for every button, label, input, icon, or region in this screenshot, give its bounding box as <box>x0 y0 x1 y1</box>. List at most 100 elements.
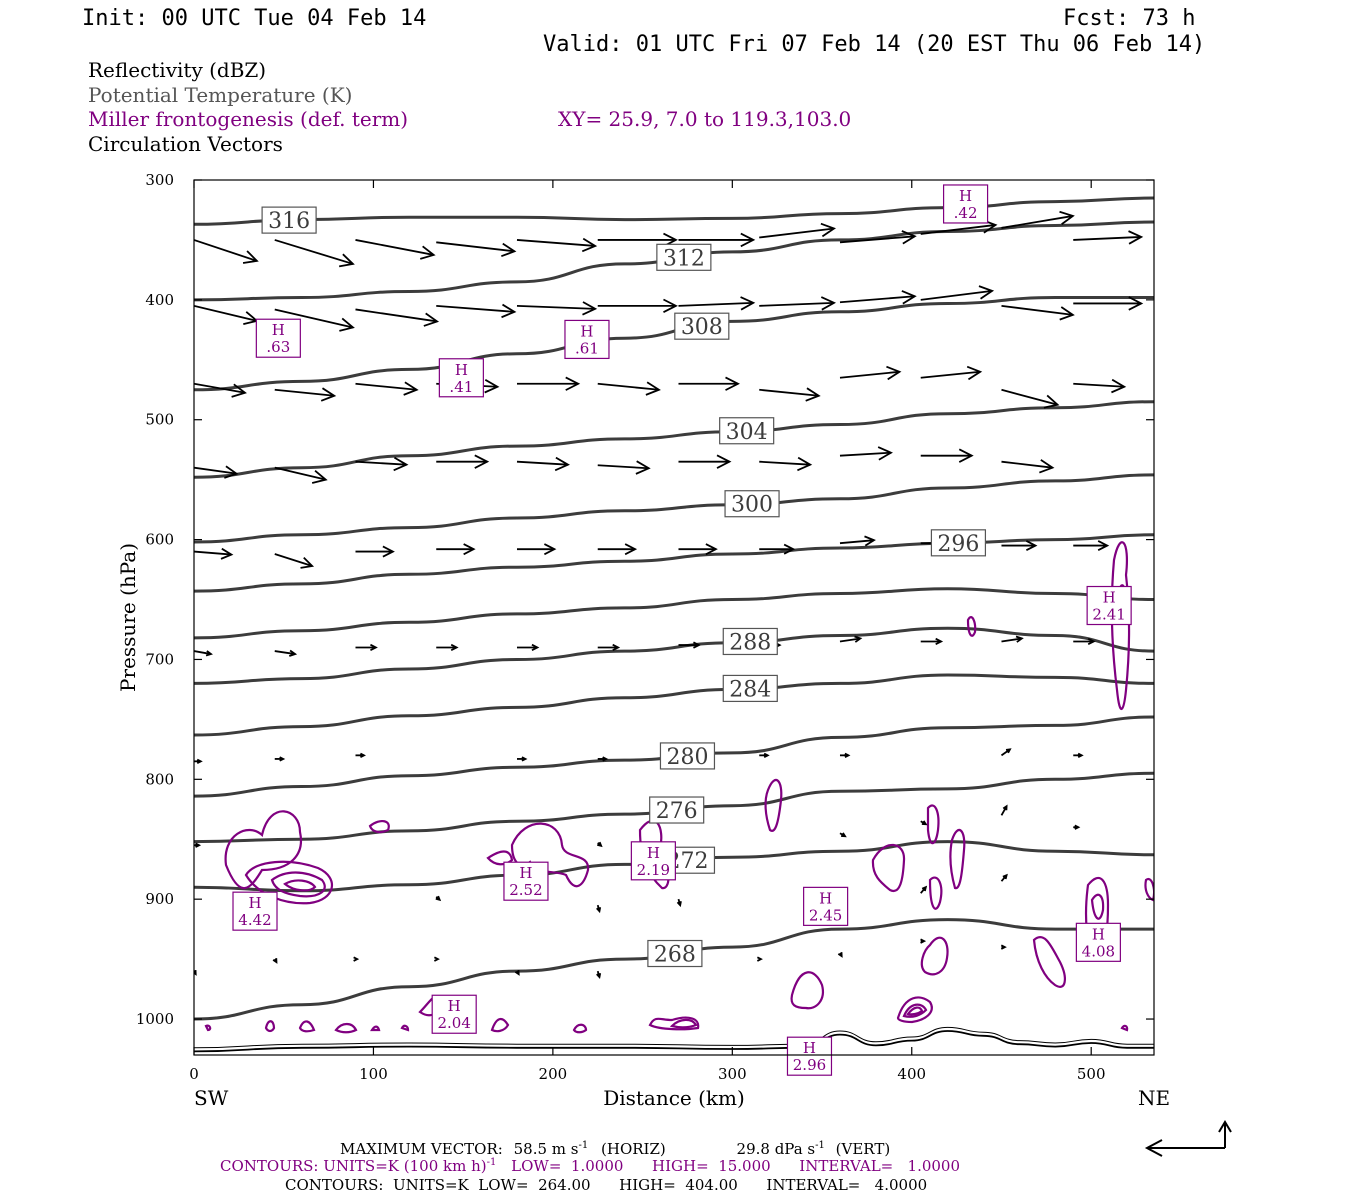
theta-contour-label-text: 304 <box>726 420 768 445</box>
max-vector-vert: 29.8 dPa s <box>736 1140 816 1158</box>
frontogenesis-max-label: H.61 <box>564 319 610 360</box>
y-tick-label: 500 <box>145 411 174 429</box>
frontogenesis-max-value: 2.96 <box>793 1056 826 1074</box>
frontogenesis-max-letter: H <box>272 321 285 339</box>
circulation-vector <box>274 308 355 332</box>
x-axis-label: Distance (km) <box>603 1086 745 1110</box>
endpoint-right-label: NE <box>1138 1086 1170 1110</box>
theta-contour-label-text: 308 <box>681 315 723 340</box>
circulation-vector <box>597 643 621 652</box>
max-vector-vert-exp: -1 <box>815 1140 825 1151</box>
y-tick-label: 300 <box>145 171 174 189</box>
theta-contour-line <box>194 295 1154 392</box>
circulation-vector <box>433 956 440 962</box>
theta-contour-label: 268 <box>647 939 703 968</box>
circulation-vector <box>355 381 419 396</box>
circulation-vector <box>920 885 928 894</box>
max-vector-horiz-exp: -1 <box>578 1140 589 1151</box>
frontogenesis-max-label: H2.45 <box>803 886 849 926</box>
circulation-vector <box>596 970 602 980</box>
circulation-vector <box>839 752 851 758</box>
legend-reflectivity: Reflectivity (dBZ) <box>88 58 267 82</box>
circulation-vector <box>516 756 528 762</box>
theta-contour-line <box>194 196 1154 226</box>
frontogenesis-max-label: H2.41 <box>1086 585 1132 626</box>
circulation-vector <box>1001 304 1075 321</box>
x-tick-label: 500 <box>1077 1065 1106 1083</box>
circulation-vector <box>194 547 234 560</box>
circulation-vector <box>1073 752 1084 758</box>
circulation-vector <box>597 543 638 556</box>
circulation-vector <box>759 387 821 402</box>
frontogenesis-max-label: H4.42 <box>232 891 278 931</box>
circulation-vector <box>1073 296 1144 311</box>
circulation-vector <box>920 448 974 463</box>
frontogenesis-max-label: H.41 <box>438 358 484 398</box>
forecast-hour: Fcst: 73 h <box>1063 6 1196 31</box>
circulation-vector <box>839 230 917 245</box>
axes: 300 400 500 600 700 800 900 1000 0 100 200 300 400 50… <box>116 171 1170 1110</box>
frontogenesis-max-label: H2.96 <box>786 1036 833 1076</box>
terrain-line-path <box>194 1026 1154 1049</box>
init-time: Init: 00 UTC Tue 04 Feb 14 <box>82 6 427 31</box>
frontogenesis-max-value: 4.42 <box>238 911 271 929</box>
circulation-vector <box>759 752 770 758</box>
circulation-vector <box>597 381 661 396</box>
circulation-vector <box>678 543 718 556</box>
circulation-vector <box>759 296 837 311</box>
theta-contour-label-text: 300 <box>731 493 773 518</box>
circulation-vector <box>516 543 557 556</box>
circulation-vector <box>1000 804 1008 816</box>
circulation-vector <box>1001 635 1024 643</box>
fronto-contour-units-exp: -1 <box>486 1157 497 1168</box>
circulation-vector <box>194 304 259 326</box>
frontogenesis-max-value: 2.19 <box>637 861 670 879</box>
circulation-vector <box>1073 230 1144 245</box>
circulation-vector <box>1073 637 1096 646</box>
circulation-vector <box>355 643 378 652</box>
frontogenesis-max-label: H2.04 <box>431 994 477 1034</box>
circulation-vector <box>756 956 763 962</box>
theta-contour-label: 288 <box>722 627 778 655</box>
frontogenesis-max-letter: H <box>959 187 972 205</box>
circulation-vector <box>839 832 847 838</box>
fronto-contour-info: CONTOURS: UNITS=K (100 km h)-1 LOW= 1.00… <box>220 1157 960 1175</box>
plot-frame <box>193 179 1155 1056</box>
circulation-vector <box>839 446 893 461</box>
theta-contour-label: 304 <box>719 417 775 445</box>
circulation-vector <box>514 970 520 976</box>
circulation-vector <box>516 456 570 472</box>
circulation-vector <box>274 553 315 569</box>
fronto-contour-range: LOW= 1.0000 HIGH= 15.000 INTERVAL= 1.000… <box>511 1157 961 1175</box>
circulation-vector <box>837 952 843 958</box>
frontogenesis-max-value: 2.45 <box>809 906 842 924</box>
terrain-line <box>194 1026 1154 1053</box>
valid-time: Valid: 01 UTC Fri 07 Feb 14 (20 EST Thu … <box>543 32 1206 57</box>
frontogenesis-max-label: H2.52 <box>503 861 549 901</box>
cross-section-endpoints: XY= 25.9, 7.0 to 119.3,103.0 <box>558 107 852 131</box>
circulation-vector <box>1073 540 1110 552</box>
theta-contour-label-text: 268 <box>654 943 696 968</box>
circulation-vector <box>1001 540 1038 552</box>
circulation-vector <box>1001 459 1055 474</box>
frontogenesis-max-letter: H <box>455 361 468 379</box>
max-vector-horiz: 58.5 m s <box>513 1140 579 1158</box>
circulation-vector <box>272 958 278 964</box>
frontogenesis-max-letter: H <box>519 864 532 882</box>
circulation-vector <box>597 460 651 475</box>
circulation-vector <box>355 308 440 327</box>
circulation-vector <box>194 465 239 479</box>
theta-contour-label: 316 <box>261 206 317 234</box>
circulation-vector <box>759 456 813 472</box>
frontogenesis-max-letter: H <box>1103 589 1116 607</box>
circulation-vector <box>355 456 409 472</box>
frontogenesis-max-letter: H <box>647 844 660 862</box>
x-tick-label: 300 <box>718 1065 747 1083</box>
frontogenesis-max-value: .61 <box>575 339 599 357</box>
frontogenesis-max-letter: H <box>248 894 261 912</box>
circulation-vector <box>597 298 678 314</box>
theta-contour-line <box>194 673 1154 737</box>
circulation-vector <box>194 842 202 848</box>
